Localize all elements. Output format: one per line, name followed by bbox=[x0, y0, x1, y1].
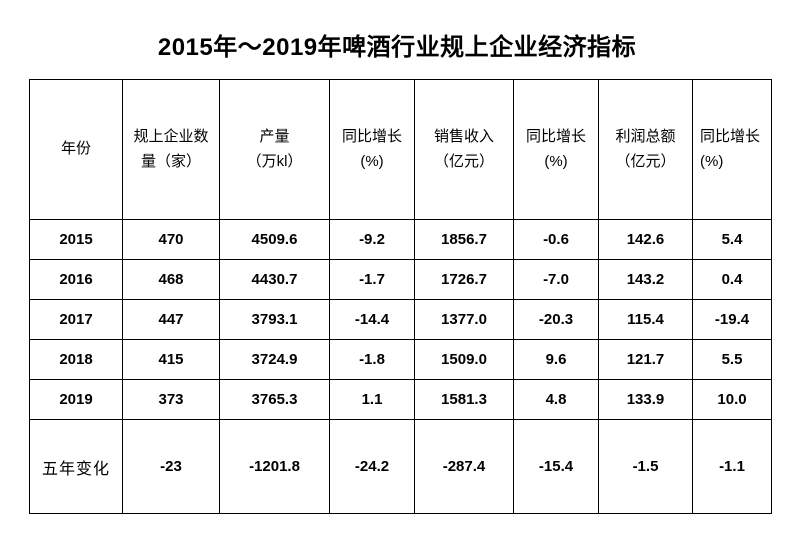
cell-output: -1201.8 bbox=[219, 419, 330, 514]
cell-total-profit: -1.5 bbox=[598, 419, 693, 514]
cell-enterprise-count: 415 bbox=[122, 339, 220, 380]
header-output-yoy: 同比增长 (%) bbox=[329, 79, 415, 220]
cell-profit-yoy: -19.4 bbox=[692, 299, 772, 340]
cell-enterprise-count: 373 bbox=[122, 379, 220, 420]
cell-sales-revenue: 1581.3 bbox=[414, 379, 514, 420]
cell-year: 2018 bbox=[29, 339, 123, 380]
cell-year: 2016 bbox=[29, 259, 123, 300]
table-row-2019: 2019 373 3765.3 1.1 1581.3 4.8 133.9 10.… bbox=[29, 379, 772, 420]
cell-sales-revenue: 1509.0 bbox=[414, 339, 514, 380]
cell-sales-yoy: -7.0 bbox=[513, 259, 599, 300]
cell-output-yoy: -1.7 bbox=[329, 259, 415, 300]
cell-total-profit: 121.7 bbox=[598, 339, 693, 380]
cell-total-profit: 143.2 bbox=[598, 259, 693, 300]
cell-total-profit: 115.4 bbox=[598, 299, 693, 340]
cell-year: 2019 bbox=[29, 379, 123, 420]
header-sales-revenue: 销售收入 （亿元） bbox=[414, 79, 514, 220]
cell-profit-yoy: 0.4 bbox=[692, 259, 772, 300]
cell-sales-yoy: -20.3 bbox=[513, 299, 599, 340]
cell-sales-revenue: 1726.7 bbox=[414, 259, 514, 300]
cell-enterprise-count: 468 bbox=[122, 259, 220, 300]
cell-sales-revenue: 1856.7 bbox=[414, 219, 514, 260]
cell-profit-yoy: 10.0 bbox=[692, 379, 772, 420]
cell-output: 3793.1 bbox=[219, 299, 330, 340]
table-row-2018: 2018 415 3724.9 -1.8 1509.0 9.6 121.7 5.… bbox=[29, 339, 772, 380]
cell-sales-revenue: -287.4 bbox=[414, 419, 514, 514]
cell-enterprise-count: 470 bbox=[122, 219, 220, 260]
cell-row-label: 五年变化 bbox=[29, 419, 123, 514]
cell-sales-revenue: 1377.0 bbox=[414, 299, 514, 340]
cell-profit-yoy: 5.4 bbox=[692, 219, 772, 260]
cell-output: 3765.3 bbox=[219, 379, 330, 420]
table-row-five-year-change: 五年变化 -23 -1201.8 -24.2 -287.4 -15.4 -1.5… bbox=[29, 419, 772, 514]
cell-output-yoy: -1.8 bbox=[329, 339, 415, 380]
page-title: 2015年～2019年啤酒行业规上企业经济指标 bbox=[157, 34, 637, 61]
cell-output: 4509.6 bbox=[219, 219, 330, 260]
cell-output: 4430.7 bbox=[219, 259, 330, 300]
cell-total-profit: 133.9 bbox=[598, 379, 693, 420]
cell-enterprise-count: -23 bbox=[122, 419, 220, 514]
cell-year: 2017 bbox=[29, 299, 123, 340]
cell-sales-yoy: -15.4 bbox=[513, 419, 599, 514]
cell-total-profit: 142.6 bbox=[598, 219, 693, 260]
header-output: 产量 （万kl） bbox=[219, 79, 330, 220]
table-row-2016: 2016 468 4430.7 -1.7 1726.7 -7.0 143.2 0… bbox=[29, 259, 772, 300]
cell-output: 3724.9 bbox=[219, 339, 330, 380]
cell-output-yoy: -14.4 bbox=[329, 299, 415, 340]
cell-profit-yoy: 5.5 bbox=[692, 339, 772, 380]
table-row-2017: 2017 447 3793.1 -14.4 1377.0 -20.3 115.4… bbox=[29, 299, 772, 340]
economic-indicators-table: 年份 规上企业数 量（家） 产量 （万kl） 同比增长 (%) 销售收入 （亿元… bbox=[29, 79, 772, 514]
cell-profit-yoy: -1.1 bbox=[692, 419, 772, 514]
cell-year: 2015 bbox=[29, 219, 123, 260]
cell-sales-yoy: -0.6 bbox=[513, 219, 599, 260]
header-total-profit: 利润总额 （亿元） bbox=[598, 79, 693, 220]
cell-output-yoy: -9.2 bbox=[329, 219, 415, 260]
header-year: 年份 bbox=[29, 79, 123, 220]
cell-sales-yoy: 4.8 bbox=[513, 379, 599, 420]
table-row-2015: 2015 470 4509.6 -9.2 1856.7 -0.6 142.6 5… bbox=[29, 219, 772, 260]
cell-output-yoy: -24.2 bbox=[329, 419, 415, 514]
cell-output-yoy: 1.1 bbox=[329, 379, 415, 420]
cell-sales-yoy: 9.6 bbox=[513, 339, 599, 380]
header-row: 年份 规上企业数 量（家） 产量 （万kl） 同比增长 (%) 销售收入 （亿元… bbox=[29, 79, 772, 220]
cell-enterprise-count: 447 bbox=[122, 299, 220, 340]
header-profit-yoy: 同比增长 (%) bbox=[692, 79, 772, 220]
header-sales-yoy: 同比增长 (%) bbox=[513, 79, 599, 220]
header-enterprise-count: 规上企业数 量（家） bbox=[122, 79, 220, 220]
